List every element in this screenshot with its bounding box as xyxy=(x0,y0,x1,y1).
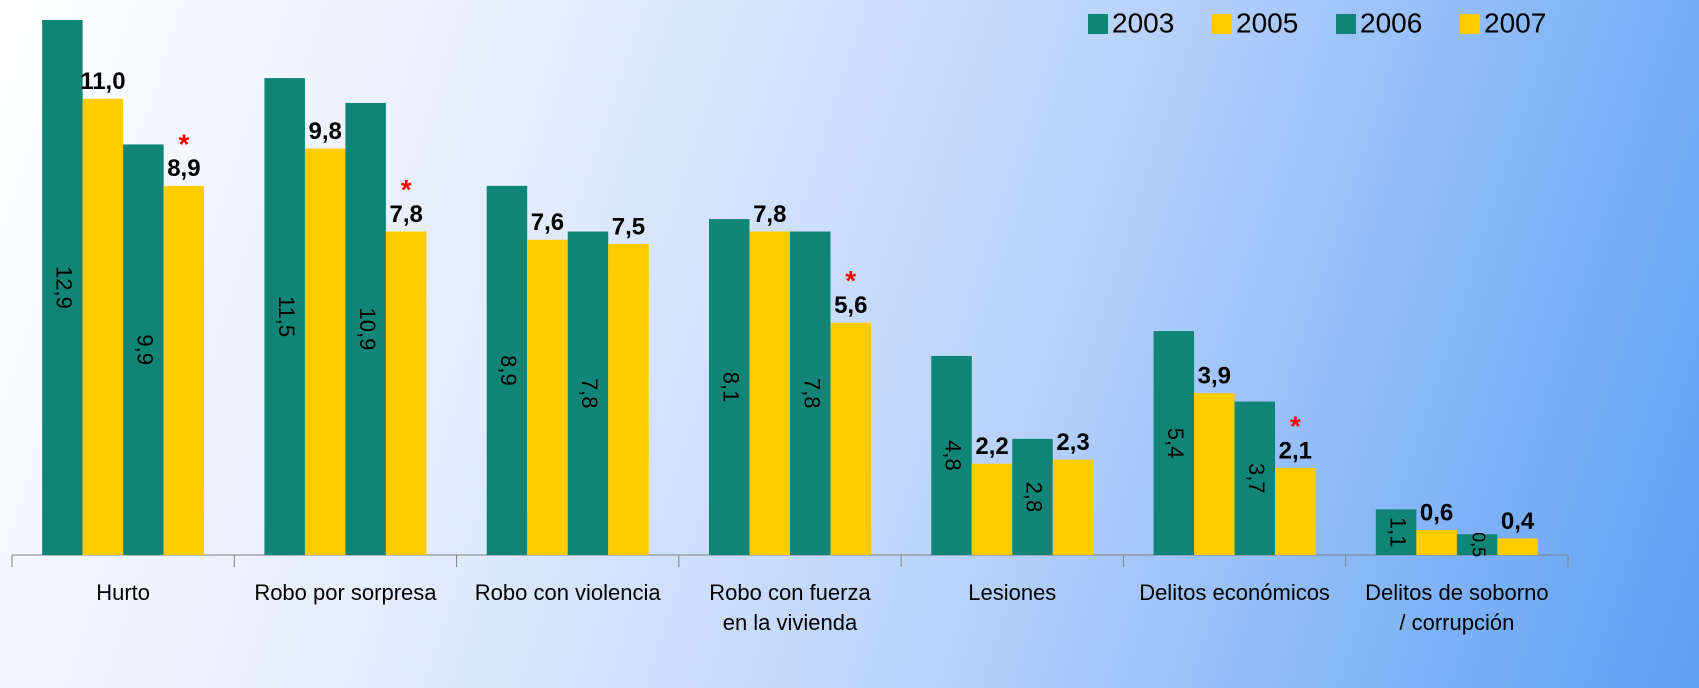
legend-swatch xyxy=(1336,14,1356,34)
value-label: 2,3 xyxy=(1056,429,1089,456)
value-label: 0,6 xyxy=(1420,499,1453,526)
value-label: 11,5 xyxy=(274,296,299,337)
value-label: 2,1 xyxy=(1279,437,1312,464)
value-label: 9,8 xyxy=(308,118,341,145)
bar xyxy=(486,185,528,555)
bar xyxy=(527,239,568,555)
value-label: 0,5 xyxy=(1468,532,1488,557)
legend-swatch xyxy=(1088,14,1108,34)
value-label: 1,1 xyxy=(1385,517,1410,548)
value-label: 7,8 xyxy=(753,201,786,228)
value-label: 7,8 xyxy=(389,201,422,228)
bar xyxy=(1456,534,1498,555)
value-label: 9,9 xyxy=(133,334,158,365)
legend-label: 2005 xyxy=(1236,7,1298,38)
x-tick-label: Delitos de soborno / corrupción xyxy=(1365,580,1549,635)
value-label: 10,9 xyxy=(355,308,380,351)
bar xyxy=(1275,467,1316,555)
bar xyxy=(1234,401,1276,555)
value-label: 5,6 xyxy=(834,292,867,319)
legend-swatch xyxy=(1460,14,1480,34)
significance-mark: * xyxy=(845,265,856,296)
value-label: 8,1 xyxy=(718,372,743,403)
value-label: 8,9 xyxy=(167,155,200,182)
value-label: 8,9 xyxy=(496,355,521,386)
bar xyxy=(1052,459,1094,555)
bar xyxy=(304,148,346,555)
legend-label: 2007 xyxy=(1484,7,1546,38)
value-label: 7,8 xyxy=(577,378,602,409)
value-label: 7,5 xyxy=(612,213,645,240)
bar xyxy=(1497,538,1538,555)
value-label: 5,4 xyxy=(1163,428,1188,459)
legend-label: 2003 xyxy=(1112,7,1174,38)
x-tick-label: Robo con violencia xyxy=(474,580,661,605)
bar xyxy=(931,355,972,555)
bar xyxy=(123,144,164,555)
value-label: 3,9 xyxy=(1198,363,1231,390)
value-label: 4,8 xyxy=(941,440,966,471)
bar xyxy=(1153,331,1195,555)
bar xyxy=(1194,393,1235,555)
x-tick-label: Delitos económicos xyxy=(1139,580,1330,605)
x-tick-label: Hurto xyxy=(96,580,151,605)
bar xyxy=(264,78,305,555)
value-label: 3,7 xyxy=(1244,463,1269,494)
bar xyxy=(709,219,750,555)
bar xyxy=(790,231,831,555)
bar xyxy=(163,185,205,555)
value-label: 11,0 xyxy=(80,68,125,95)
value-label: 12,9 xyxy=(52,266,77,309)
bar xyxy=(42,20,83,555)
bar xyxy=(567,231,609,555)
value-label: 7,6 xyxy=(531,209,564,236)
value-label: 2,8 xyxy=(1022,482,1047,513)
significance-mark: * xyxy=(401,174,412,205)
bar xyxy=(749,231,790,555)
significance-mark: * xyxy=(1290,410,1301,441)
bar xyxy=(971,463,1013,555)
x-tick-label: Robo por sorpresa xyxy=(254,580,437,605)
value-label: 7,8 xyxy=(799,378,824,409)
bar xyxy=(1416,530,1457,555)
significance-mark: * xyxy=(178,128,189,159)
bar xyxy=(830,322,871,555)
x-tick-label: Robo con fuerza en la vivienda xyxy=(709,580,871,635)
bar xyxy=(345,102,386,555)
bar xyxy=(1375,509,1417,555)
bar xyxy=(608,243,649,555)
legend-swatch xyxy=(1212,14,1232,34)
bar xyxy=(385,231,427,555)
bar xyxy=(1012,438,1053,555)
value-label: 0,4 xyxy=(1501,508,1535,535)
x-tick-label: Lesiones xyxy=(968,580,1057,605)
value-label: 2,2 xyxy=(975,433,1008,460)
bar xyxy=(82,98,124,555)
legend-label: 2006 xyxy=(1360,7,1422,38)
